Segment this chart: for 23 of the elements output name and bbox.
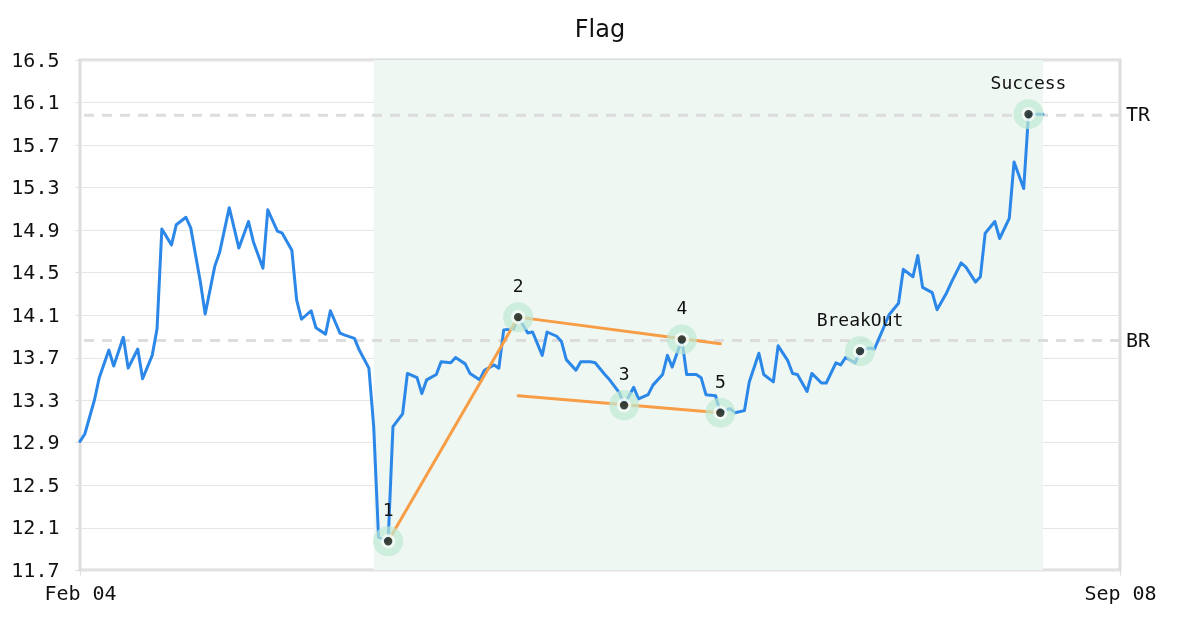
y-tick-label: 16.5 xyxy=(11,47,60,72)
y-tick-label: 12.9 xyxy=(11,430,60,454)
y-tick-label: 14.5 xyxy=(11,260,60,284)
x-tick-label: Sep 08 xyxy=(1084,580,1157,605)
ref-line-label: BR xyxy=(1126,327,1152,352)
y-tick-label: 13.3 xyxy=(11,387,60,412)
y-tick-label: 16.1 xyxy=(11,90,60,114)
y-tick-label: 14.1 xyxy=(11,302,60,327)
annotation: 3 xyxy=(618,363,630,385)
y-tick-label: 13.7 xyxy=(11,345,60,369)
ref-line-label: TR xyxy=(1126,102,1152,127)
y-tick-label: 12.1 xyxy=(11,515,60,539)
y-tick-label: 15.7 xyxy=(11,132,60,157)
y-tick-label: 14.9 xyxy=(11,217,60,242)
annotation: Success xyxy=(990,72,1067,94)
chart-title: Flag xyxy=(574,15,626,43)
y-tick-label: 11.7 xyxy=(11,557,60,582)
y-tick-label: 12.5 xyxy=(11,472,60,497)
x-tick-label: Feb 04 xyxy=(44,580,117,605)
annotation: 5 xyxy=(714,370,726,392)
annotation: 4 xyxy=(676,297,688,319)
y-tick-label: 15.3 xyxy=(11,175,60,199)
annotation: 2 xyxy=(512,275,524,297)
